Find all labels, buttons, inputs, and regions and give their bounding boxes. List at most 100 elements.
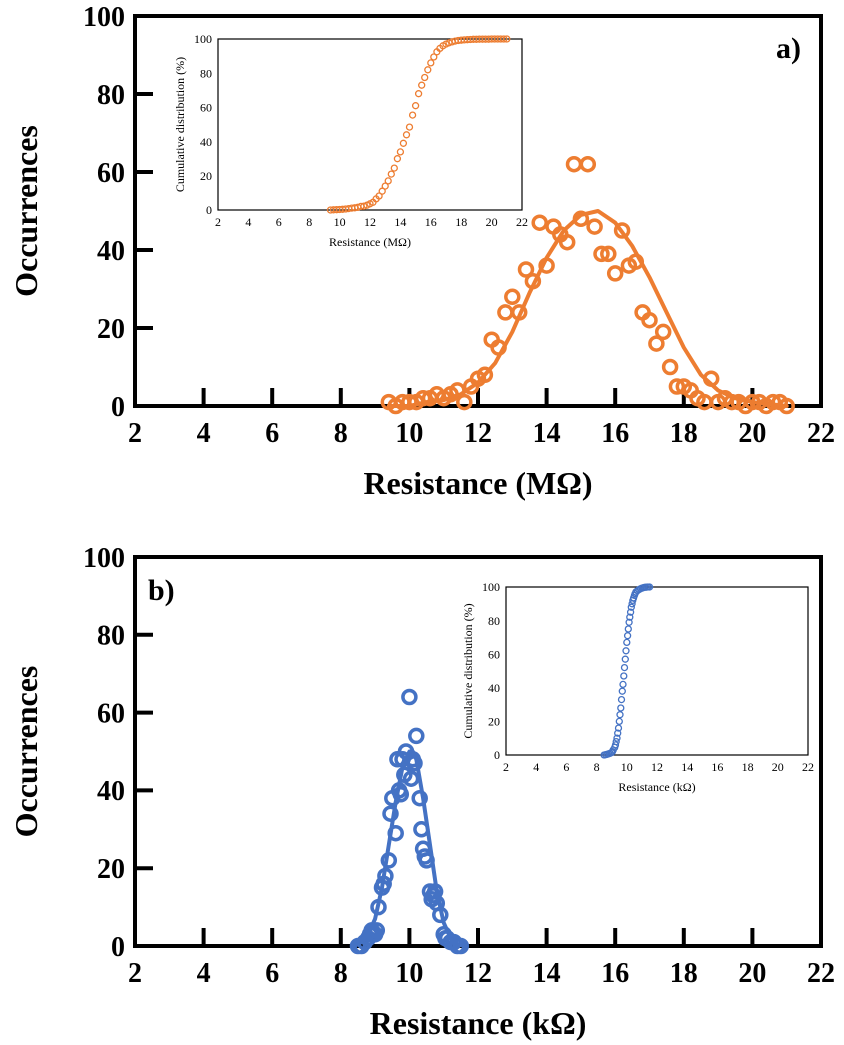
y-tick-label: 60 <box>97 158 125 189</box>
panel-b: 2 4 6 8 10 12 14 16 18 20 22020406080100Resistance… <box>8 543 835 1041</box>
data-point <box>654 323 672 341</box>
inset-x-tick-label: 14 <box>394 215 406 229</box>
inset-data-point <box>613 734 621 742</box>
inset-data-point <box>430 53 438 61</box>
x-axis-title: Resistance (kΩ) <box>370 1005 587 1041</box>
inset-y-tick-label: 0 <box>206 203 212 217</box>
y-tick-label: 20 <box>97 314 125 345</box>
inset-data-point <box>503 35 511 43</box>
inset-x-tick-label: 22 <box>516 215 528 229</box>
data-point <box>600 245 617 263</box>
inset-x-tick-label: 22 <box>802 760 814 774</box>
inset-data-point <box>624 625 632 633</box>
x-tick-label: 10 <box>395 958 423 989</box>
x-tick-label: 22 <box>807 958 835 989</box>
data-point <box>402 770 420 787</box>
x-tick-label: 10 <box>395 418 423 449</box>
inset-y-tick-label: 60 <box>488 647 500 661</box>
x-tick-label: 14 <box>533 958 561 989</box>
data-point <box>648 335 665 352</box>
inset-x-tick-label: 12 <box>651 760 663 774</box>
x-tick-label: 6 <box>265 958 279 989</box>
y-tick-label: 80 <box>97 621 125 652</box>
y-axis-title: Occurrences <box>8 125 44 297</box>
inset-data-point <box>623 632 632 640</box>
inset-data-point <box>616 711 624 719</box>
inset-background <box>218 39 522 210</box>
inset-data-point <box>611 741 620 749</box>
inset-data-point <box>614 729 622 737</box>
inset-x-tick-label: 8 <box>306 215 312 229</box>
inset-data-point <box>405 123 414 131</box>
x-tick-label: 22 <box>807 418 835 449</box>
inset-data-point <box>619 680 627 689</box>
inset-data-point <box>614 724 623 732</box>
x-tick-label: 8 <box>334 958 348 989</box>
x-tick-label: 4 <box>197 418 211 449</box>
data-point <box>377 867 394 885</box>
inset-x-tick-label: 20 <box>772 760 784 774</box>
y-tick-label: 80 <box>97 80 125 111</box>
data-point <box>382 805 399 822</box>
inset-data-point <box>500 35 508 43</box>
data-point <box>413 821 430 838</box>
inset-y-axis-title: Cumulative distribution (%) <box>173 57 187 192</box>
inset-x-tick-label: 2 <box>215 215 221 229</box>
x-tick-label: 12 <box>464 418 492 449</box>
inset-y-tick-label: 100 <box>482 580 500 594</box>
inset-data-point <box>414 90 423 98</box>
inset-data-point <box>618 687 626 695</box>
inset-data-point <box>378 187 386 195</box>
data-point <box>517 261 535 278</box>
inset-plot-frame <box>505 586 809 756</box>
x-tick-label: 8 <box>334 418 348 449</box>
data-point <box>531 214 548 231</box>
inset-chart: 2 4 6 8 10 12 14 16 18 20 22 0 20 40 60 80 100 Resistance… <box>173 32 528 249</box>
inset-data-point <box>615 717 623 726</box>
data-point <box>558 233 576 251</box>
data-point <box>668 378 686 395</box>
inset-data-point <box>411 102 420 110</box>
inset-data-point <box>381 182 389 190</box>
inset-y-tick-label: 80 <box>200 66 212 80</box>
data-point <box>661 358 679 376</box>
inset-data-point <box>617 695 626 704</box>
inset-data-point <box>627 603 635 611</box>
inset-y-axis-title: Cumulative distribution (%) <box>461 603 475 738</box>
data-point <box>408 727 425 745</box>
inset-data-point <box>625 618 633 626</box>
x-tick-label: 2 <box>128 958 142 989</box>
inset-data-point <box>626 608 635 616</box>
data-point <box>613 222 631 239</box>
inset-data-point <box>390 164 398 172</box>
data-point <box>593 245 610 263</box>
data-point <box>452 937 470 955</box>
data-point <box>476 366 494 384</box>
data-point <box>380 852 398 869</box>
inset-y-tick-label: 20 <box>200 169 212 183</box>
x-tick-label: 12 <box>464 958 492 989</box>
inset-x-tick-label: 12 <box>364 215 376 229</box>
inset-y-tick-label: 80 <box>488 614 500 628</box>
inset-x-tick-label: 18 <box>455 215 467 229</box>
inset-data-point <box>620 663 629 672</box>
x-tick-label: 14 <box>533 418 561 449</box>
panel-a: 2 4 6 8 10 12 14 16 18 20 22020406080100Resistance… <box>8 2 835 501</box>
data-point <box>524 272 542 290</box>
inset-y-tick-label: 40 <box>200 135 212 149</box>
data-point <box>572 210 590 228</box>
x-tick-label: 20 <box>738 958 766 989</box>
x-axis-title: Resistance (MΩ) <box>363 465 592 501</box>
data-point <box>565 155 583 173</box>
inset-x-tick-label: 18 <box>742 760 754 774</box>
inset-x-tick-label: 10 <box>621 760 633 774</box>
data-point <box>411 789 428 807</box>
x-tick-label: 18 <box>670 958 698 989</box>
inset-data-point <box>408 111 417 119</box>
data-point <box>490 339 507 356</box>
data-point <box>418 852 435 869</box>
y-tick-label: 100 <box>83 2 125 33</box>
y-tick-label: 60 <box>97 698 125 729</box>
inset-data-point <box>424 66 432 74</box>
inset-x-tick-label: 2 <box>503 760 509 774</box>
